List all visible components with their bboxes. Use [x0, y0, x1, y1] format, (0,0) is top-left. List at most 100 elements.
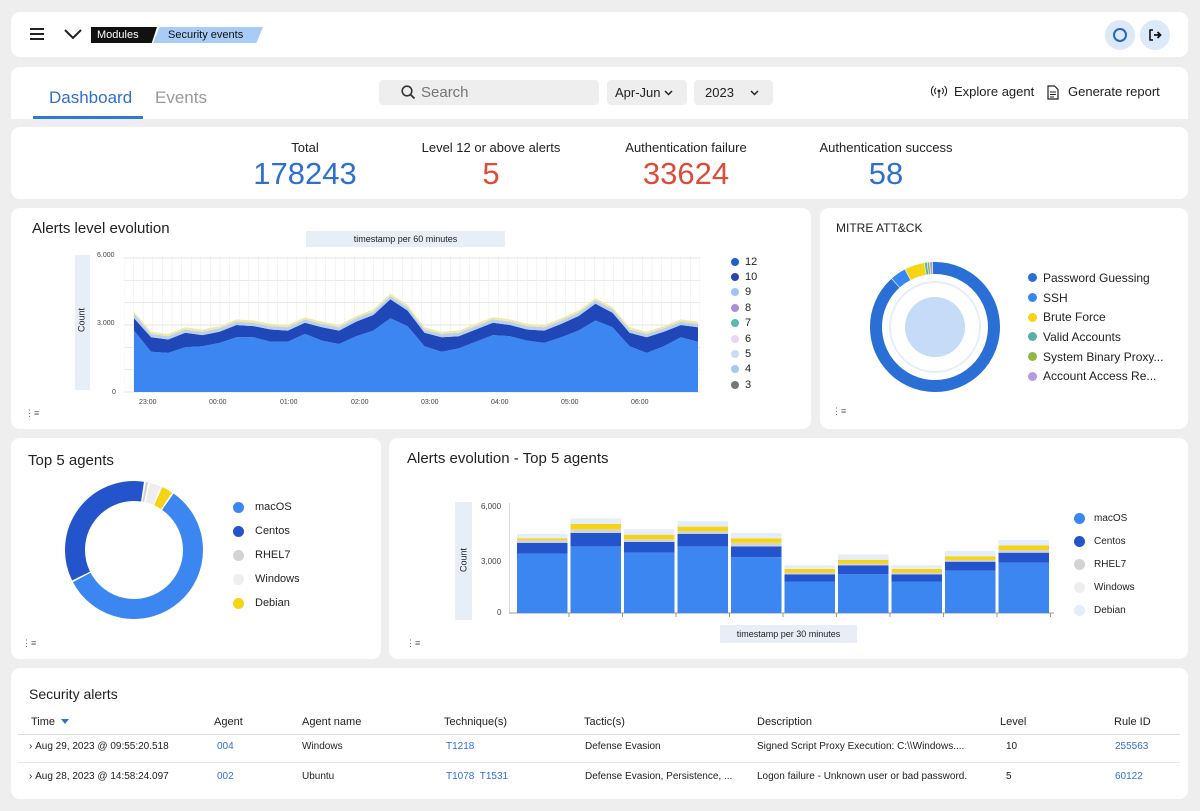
table-row[interactable]: › Aug 29, 2023 @ 09:55:20.518 004 Window…: [18, 735, 1180, 762]
search-box[interactable]: [379, 80, 599, 105]
column-header-tactics[interactable]: Tactic(s): [584, 716, 625, 728]
generate-report-button[interactable]: Generate report: [1047, 82, 1165, 104]
bar-segment-rhel7: [731, 542, 782, 547]
chevron-down-icon: [664, 90, 673, 96]
bar-segment-rhel7: [517, 540, 568, 543]
area-series-12: [134, 296, 698, 340]
x-tick: 23:00: [139, 399, 157, 406]
sync-button[interactable]: [1105, 20, 1135, 50]
table-view-icon[interactable]: ⋮≡: [832, 406, 847, 416]
search-input[interactable]: [421, 82, 591, 103]
quarter-select[interactable]: Apr-Jun: [607, 80, 687, 105]
explore-agent-label: Explore agent: [954, 84, 1035, 99]
bar-segment-windows: [731, 532, 782, 539]
tab-dashboard[interactable]: Dashboard: [33, 67, 143, 119]
column-header-techniques[interactable]: Technique(s): [444, 716, 507, 728]
legend-item[interactable]: System Binary Proxy...: [1028, 347, 1163, 367]
legend-item[interactable]: Windows: [233, 567, 300, 591]
legend-item[interactable]: Password Guessing: [1028, 268, 1163, 288]
legend-item[interactable]: RHEL7: [233, 543, 300, 567]
cell-time[interactable]: › Aug 28, 2023 @ 14:58:24.097: [29, 771, 169, 782]
tab-events[interactable]: Events: [155, 67, 225, 119]
bar-segment-debian: [570, 523, 621, 530]
legend-item[interactable]: 7: [731, 316, 757, 331]
bar-segment-centos: [570, 532, 621, 547]
bar-segment-centos: [677, 533, 728, 547]
explore-agent-button[interactable]: Explore agent: [931, 82, 1037, 104]
legend-item[interactable]: 3: [731, 377, 757, 392]
legend-item[interactable]: 8: [731, 300, 757, 315]
donut-slice: [870, 262, 1000, 392]
legend-item[interactable]: Account Access Re...: [1028, 366, 1163, 386]
stats-panel: Total 178243 Level 12 or above alerts 5 …: [11, 127, 1188, 199]
legend-item[interactable]: Centos: [233, 519, 300, 543]
legend-item[interactable]: macOS: [1074, 507, 1135, 530]
cell-description: Logon failure - Unknown user or bad pass…: [757, 771, 968, 782]
cell-techniques[interactable]: T1218: [446, 741, 475, 752]
antenna-icon: [931, 85, 947, 98]
legend-item[interactable]: Valid Accounts: [1028, 327, 1163, 347]
table-view-icon[interactable]: ⋮≡: [25, 408, 40, 418]
card-title: Security alerts: [29, 686, 118, 702]
y-tick: 0: [497, 608, 502, 617]
legend-item[interactable]: 10: [731, 269, 757, 284]
x-tick: 01:00: [280, 399, 298, 406]
legend-item[interactable]: Centos: [1074, 530, 1135, 553]
legend-item[interactable]: Brute Force: [1028, 307, 1163, 327]
cell-agent-name: Ubuntu: [302, 771, 335, 782]
legend-item[interactable]: Debian: [233, 591, 300, 615]
chart-legend: Password Guessing SSH Brute Force Valid …: [1028, 268, 1163, 386]
bar-segment-macos: [517, 553, 568, 613]
legend-item[interactable]: 9: [731, 285, 757, 300]
stat-level12: Level 12 or above alerts 5: [401, 140, 581, 192]
cell-techniques[interactable]: T1078 T1531: [446, 771, 509, 782]
logout-button[interactable]: [1140, 20, 1170, 50]
table-row[interactable]: › Aug 28, 2023 @ 14:58:24.097 002 Ubuntu…: [18, 763, 1180, 790]
table-view-icon[interactable]: ⋮≡: [406, 638, 421, 648]
table-view-icon[interactable]: ⋮≡: [22, 638, 37, 648]
legend-item[interactable]: RHEL7: [1074, 553, 1135, 576]
legend-item[interactable]: macOS: [233, 495, 300, 519]
legend-item[interactable]: 5: [731, 346, 757, 361]
legend-item[interactable]: Debian: [1074, 599, 1135, 622]
card-title: Alerts evolution - Top 5 agents: [407, 450, 609, 467]
mitre-donut-chart: [870, 262, 1000, 392]
legend-item[interactable]: 4: [731, 362, 757, 377]
column-header-level[interactable]: Level: [1000, 716, 1027, 728]
breadcrumb-modules[interactable]: Modules: [91, 27, 157, 43]
column-header-agent[interactable]: Agent: [214, 716, 243, 728]
cell-rule-id[interactable]: 255563: [1115, 741, 1149, 752]
alerts-level-card: Alerts level evolution timestamp per 60 …: [11, 208, 811, 429]
bar-segment-windows: [784, 565, 835, 569]
generate-report-label: Generate report: [1068, 84, 1160, 99]
cell-time[interactable]: › Aug 29, 2023 @ 09:55:20.518: [29, 741, 169, 752]
legend-item[interactable]: Windows: [1074, 576, 1135, 599]
stat-value: 33624: [642, 156, 730, 191]
legend-item[interactable]: 6: [731, 331, 757, 346]
bar-segment-centos: [838, 565, 889, 575]
legend-item[interactable]: SSH: [1028, 288, 1163, 308]
inner-ring: [889, 281, 981, 373]
bar-segment-windows: [570, 518, 621, 524]
column-header-description[interactable]: Description: [757, 716, 813, 728]
menu-icon[interactable]: [30, 28, 44, 40]
year-select[interactable]: 2023: [694, 80, 773, 105]
stat-label: Authentication success: [819, 140, 953, 155]
column-header-rule-id[interactable]: Rule ID: [1114, 716, 1151, 728]
bar-segment-rhel7: [677, 531, 728, 534]
bar-segment-rhel7: [998, 550, 1049, 553]
breadcrumb-security-events[interactable]: Security events: [153, 27, 263, 43]
chart-legend: 12 10 9 8 7 6 5 4 3: [731, 254, 757, 393]
x-tick: 03:00: [421, 399, 439, 406]
cell-tactics: Defense Evasion: [585, 741, 661, 752]
column-header-agent-name[interactable]: Agent name: [302, 716, 362, 728]
cell-rule-id[interactable]: 60122: [1115, 771, 1143, 782]
chevron-down-icon[interactable]: [64, 29, 82, 40]
cell-agent[interactable]: 002: [217, 771, 234, 782]
column-header-time[interactable]: Time: [31, 716, 70, 728]
cell-agent[interactable]: 004: [217, 741, 234, 752]
legend-item[interactable]: 12: [731, 254, 757, 269]
top-bar: Modules Security events: [11, 12, 1188, 57]
bar-segment-windows: [945, 550, 996, 557]
search-icon: [401, 85, 416, 100]
